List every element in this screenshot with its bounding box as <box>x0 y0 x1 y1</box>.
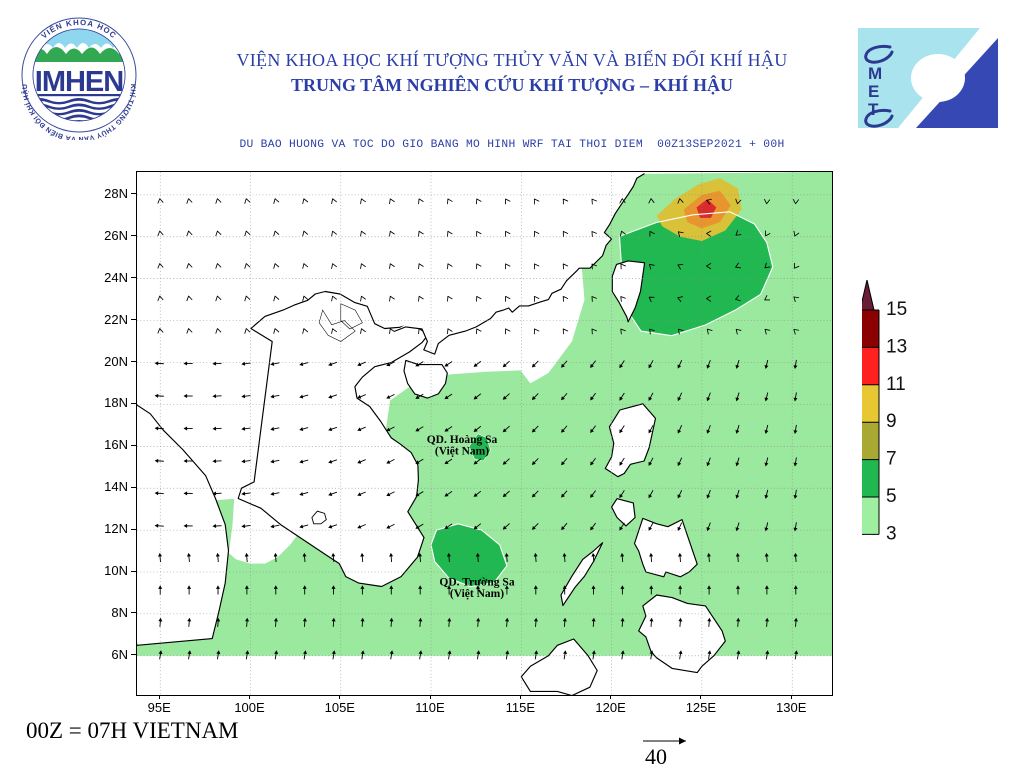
svg-text:(Việt Nam): (Việt Nam) <box>435 446 489 458</box>
svg-text:QD. Trường Sa: QD. Trường Sa <box>439 577 514 589</box>
svg-text:(Việt Nam): (Việt Nam) <box>450 588 504 600</box>
svg-text:QD. Hoàng Sa: QD. Hoàng Sa <box>427 434 498 446</box>
